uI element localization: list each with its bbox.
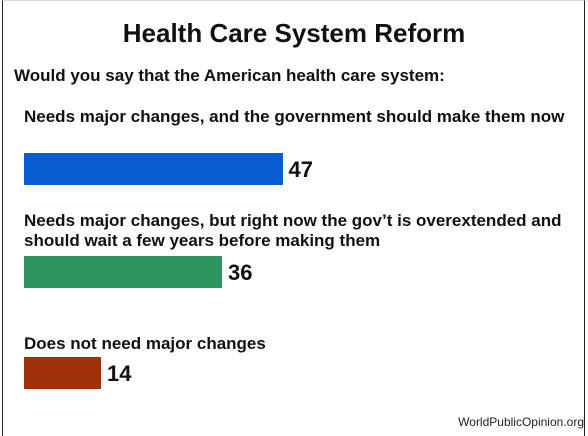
bar-3 xyxy=(24,357,101,389)
category-label-1: Needs major changes, and the government … xyxy=(24,107,565,126)
source-credit: WorldPublicOpinion.org xyxy=(458,415,584,429)
bar-2 xyxy=(24,256,222,288)
category-label-3: Does not need major changes xyxy=(24,334,266,353)
value-label-3: 14 xyxy=(107,361,132,386)
chart-title: Health Care System Reform xyxy=(122,18,466,48)
bar-1 xyxy=(24,153,283,185)
category-label-2: Needs major changes, but right now the g… xyxy=(24,211,562,250)
chart-question: Would you say that the American health c… xyxy=(14,66,445,85)
value-label-1: 47 xyxy=(288,157,313,182)
value-label-2: 36 xyxy=(228,260,253,285)
